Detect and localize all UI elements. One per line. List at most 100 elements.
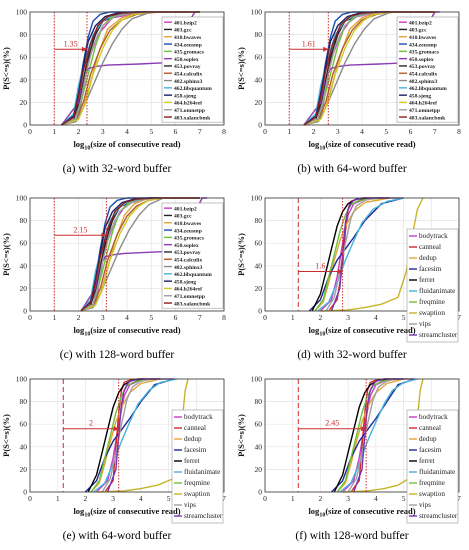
y-tick-label: 100 xyxy=(16,8,28,17)
legend-label: 464.h264ref xyxy=(174,287,202,293)
legend-box xyxy=(161,16,224,123)
legend-label: 450.soplex xyxy=(409,57,434,63)
legend-label: swaption xyxy=(184,490,210,498)
legend-label: bodytrack xyxy=(419,232,448,240)
series-line-dedup xyxy=(314,197,390,312)
x-tick-label: 7 xyxy=(457,494,461,503)
legend-box xyxy=(396,16,459,123)
x-tick-label: 2 xyxy=(84,494,88,503)
y-tick-label: 80 xyxy=(255,397,263,406)
axes-frame xyxy=(29,11,225,126)
y-tick-label: 0 xyxy=(23,488,27,497)
legend-box xyxy=(406,228,459,343)
legend-label: canneal xyxy=(419,243,441,251)
chart-a: 0 1 2 3 4 5 6 7 80204060801001.35401.bzip2403.gc… xyxy=(1,8,226,152)
y-tick-label: 20 xyxy=(20,465,28,474)
legend-label: facesim xyxy=(419,446,442,454)
legend-label: 471.omnetpp xyxy=(409,108,440,114)
x-tick-label: 1 xyxy=(287,127,291,136)
annotation-label: 1.35 xyxy=(64,39,78,48)
y-axis-label: P(S<=s)(%) xyxy=(236,414,246,457)
y-axis-label: P(S<=s)(%) xyxy=(236,233,246,276)
chart-panel-f: 012345670204060801002.45bodytrackcanneal… xyxy=(235,367,469,550)
legend-label: 454.calculix xyxy=(409,71,437,77)
legend-label: 454.calculix xyxy=(174,71,202,77)
x-axis-label: log10(size of consecutive read) xyxy=(73,506,180,519)
x-tick-label: 4 xyxy=(125,127,129,136)
x-tick-label: 4 xyxy=(374,494,378,503)
legend-label: 454.calculix xyxy=(174,257,202,263)
chart-panel-a: 0 1 2 3 4 5 6 7 8 0 20 40 60 80 100 1.35 401.bzip2 403.gc… xyxy=(0,0,234,183)
legend-label: 482.sphinx3 xyxy=(174,79,203,85)
x-tick-label: 5 xyxy=(149,127,153,136)
series-line-fluidanimate xyxy=(93,378,178,493)
x-tick-label: 5 xyxy=(149,313,153,322)
y-tick-label: 100 xyxy=(251,8,263,17)
x-tick-label: 4 xyxy=(374,313,378,322)
series-line-464.h264ref xyxy=(80,197,200,312)
x-tick-label: 7 xyxy=(198,313,202,322)
y-tick-label: 0 xyxy=(258,121,262,130)
axes-frame xyxy=(264,378,460,493)
x-tick-label: 8 xyxy=(222,313,226,322)
legend-label: 434.zeusmp xyxy=(409,42,437,48)
x-tick-label: 1 xyxy=(52,127,56,136)
legend-label: 458.sjeng xyxy=(174,279,196,285)
y-tick-label: 100 xyxy=(251,194,263,203)
y-tick-label: 40 xyxy=(255,261,263,270)
legend-label: 483.xalancbmk xyxy=(174,301,211,307)
legend-label: 435.gromacs xyxy=(174,236,205,242)
y-tick-label: 20 xyxy=(20,284,28,293)
legend-label: 462.libquantum xyxy=(174,272,212,278)
legend-label: 453.povray xyxy=(174,64,201,70)
x-tick-label: 3 xyxy=(101,127,105,136)
y-tick-label: 60 xyxy=(20,239,28,248)
legend-label: 410.bwaves xyxy=(174,221,202,227)
x-tick-label: 6 xyxy=(409,127,413,136)
annotation-label: 2.45 xyxy=(325,419,339,428)
y-tick-label: 20 xyxy=(20,98,28,107)
legend-label: facesim xyxy=(419,265,442,273)
y-tick-label: 0 xyxy=(23,121,27,130)
x-tick-label: 3 xyxy=(346,494,350,503)
x-axis-label: log10(size of consecutive read) xyxy=(73,139,180,152)
series-line-facesim xyxy=(331,378,415,493)
chart-d: 012345670204060801001.6bodytrackcanneald… xyxy=(236,194,461,343)
legend-label: 403.gcc xyxy=(174,28,192,34)
y-tick-label: 60 xyxy=(255,53,263,62)
x-tick-label: 4 xyxy=(139,494,143,503)
x-tick-label: 4 xyxy=(360,127,364,136)
x-tick-label: 5 xyxy=(167,494,171,503)
x-axis-label: log10(size of consecutive read) xyxy=(73,325,180,338)
legend-label: vips xyxy=(184,501,196,509)
y-tick-label: 80 xyxy=(255,216,263,225)
legend-label: vips xyxy=(419,501,431,509)
annotation-arrowhead xyxy=(81,46,87,52)
legend-label: 458.sjeng xyxy=(409,93,431,99)
legend-label: 462.libquantum xyxy=(174,86,212,92)
series-line-fluidanimate xyxy=(317,197,404,312)
x-tick-label: 5 xyxy=(402,494,406,503)
y-tick-label: 40 xyxy=(255,442,263,451)
series-line-streamcluster xyxy=(330,197,390,312)
x-tick-label: 5 xyxy=(384,127,388,136)
legend-label: 482.sphinx3 xyxy=(409,79,438,85)
x-tick-label: 1 xyxy=(291,494,295,503)
x-tick-label: 7 xyxy=(198,127,202,136)
legend-label: freqmine xyxy=(419,298,445,306)
caption-a: (a) with 32-word buffer xyxy=(62,163,172,175)
x-tick-label: 2 xyxy=(319,313,323,322)
x-tick-label: 1 xyxy=(52,313,56,322)
legend-label: swaption xyxy=(419,309,445,317)
x-axis-label: log10(size of consecutive read) xyxy=(308,139,415,152)
legend-label: 453.povray xyxy=(409,64,436,70)
axes-frame xyxy=(29,197,225,312)
x-tick-label: 0 xyxy=(28,313,32,322)
legend-label: 403.gcc xyxy=(409,28,427,34)
y-tick-label: 40 xyxy=(255,75,263,84)
series-line-fluidanimate xyxy=(339,378,418,493)
x-tick-label: 0 xyxy=(263,494,267,503)
series-line-vips xyxy=(325,197,398,312)
y-tick-label: 60 xyxy=(255,239,263,248)
annotation-arrowhead xyxy=(113,426,119,432)
